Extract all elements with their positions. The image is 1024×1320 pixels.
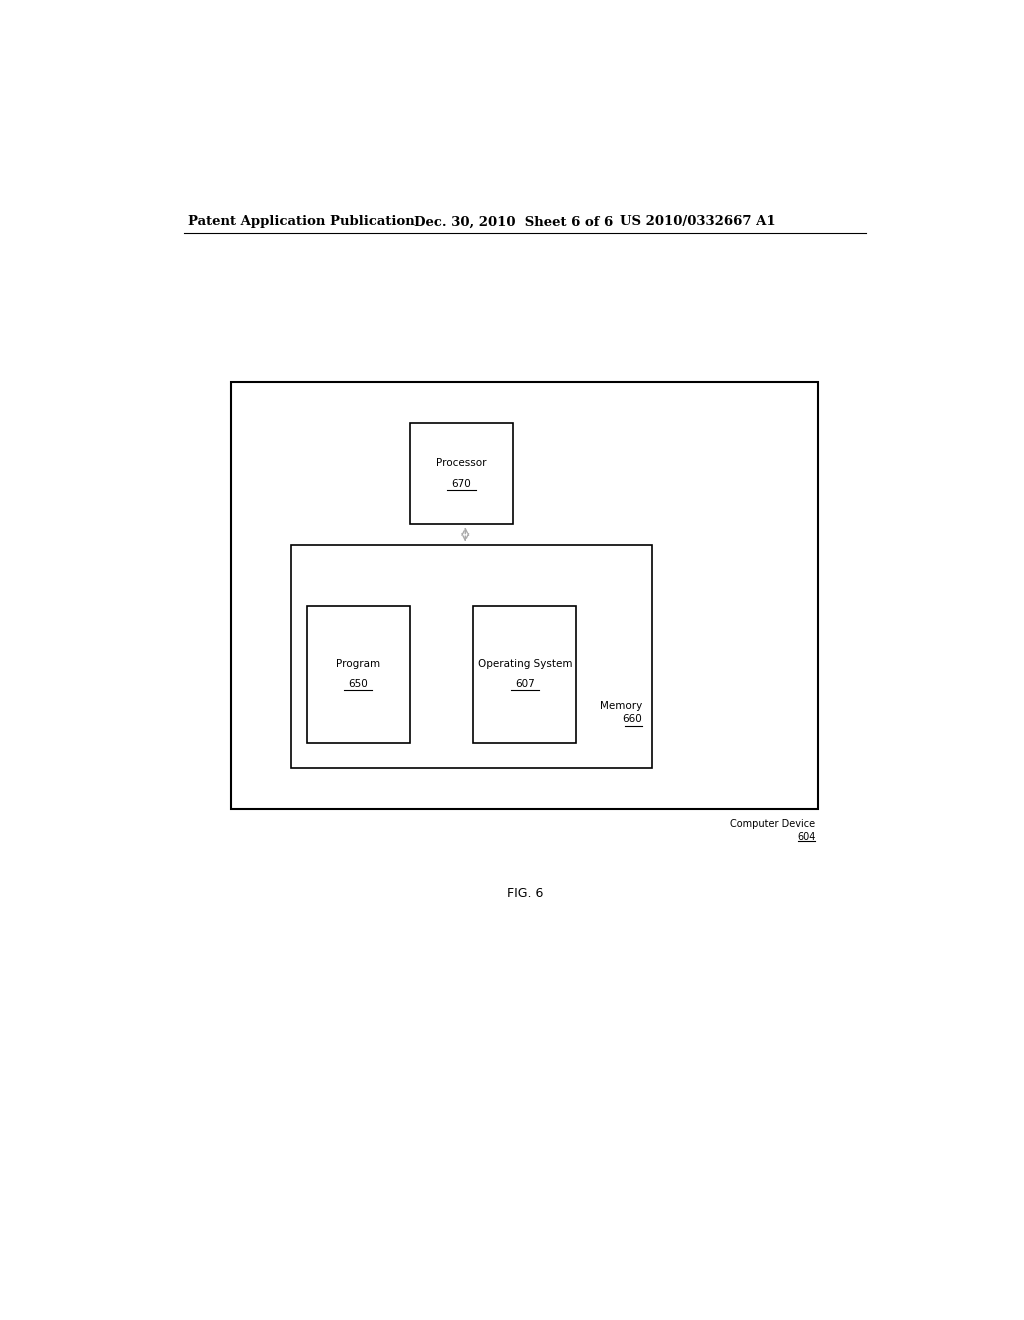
Text: Memory: Memory bbox=[600, 701, 642, 711]
FancyBboxPatch shape bbox=[410, 422, 513, 524]
Text: US 2010/0332667 A1: US 2010/0332667 A1 bbox=[620, 215, 775, 228]
Text: Computer Device: Computer Device bbox=[730, 818, 815, 829]
FancyBboxPatch shape bbox=[231, 381, 818, 809]
Text: FIG. 6: FIG. 6 bbox=[507, 887, 543, 900]
Text: 650: 650 bbox=[348, 680, 368, 689]
Text: 607: 607 bbox=[515, 680, 535, 689]
FancyBboxPatch shape bbox=[306, 606, 410, 743]
Text: Processor: Processor bbox=[436, 458, 486, 469]
Text: Operating System: Operating System bbox=[477, 659, 572, 669]
Text: 660: 660 bbox=[623, 714, 642, 725]
FancyBboxPatch shape bbox=[473, 606, 577, 743]
Text: Dec. 30, 2010  Sheet 6 of 6: Dec. 30, 2010 Sheet 6 of 6 bbox=[414, 215, 613, 228]
FancyBboxPatch shape bbox=[291, 545, 652, 768]
Text: Program: Program bbox=[336, 659, 380, 669]
Text: 604: 604 bbox=[797, 833, 815, 842]
Text: 670: 670 bbox=[452, 479, 471, 488]
Text: Patent Application Publication: Patent Application Publication bbox=[187, 215, 415, 228]
